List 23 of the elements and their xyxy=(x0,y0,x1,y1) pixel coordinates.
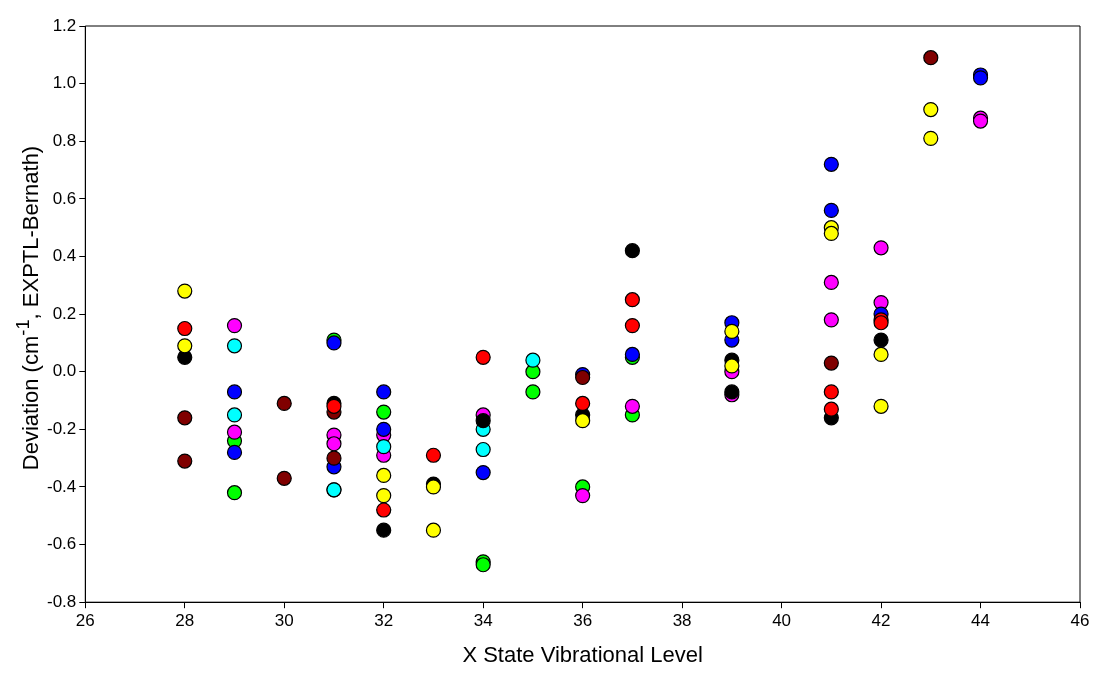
x-tick-label: 26 xyxy=(75,611,95,631)
y-tick-label: -0.2 xyxy=(47,419,77,439)
x-axis-title: X State Vibrational Level xyxy=(462,641,703,667)
x-tick-label: 30 xyxy=(274,611,294,631)
y-tick-label: -0.8 xyxy=(47,591,77,611)
y-tick-label: -0.6 xyxy=(47,534,77,554)
x-tick-label: 32 xyxy=(374,611,394,631)
x-tick-label: 40 xyxy=(772,611,792,631)
x-tick-label: 46 xyxy=(1070,611,1090,631)
x-tick-label: 42 xyxy=(871,611,891,631)
y-tick-label: 0.8 xyxy=(52,130,77,150)
y-tick-label: 0.4 xyxy=(52,246,77,266)
x-tick-label: 38 xyxy=(672,611,692,631)
x-tick-label: 28 xyxy=(175,611,195,631)
y-tick-label: 1.2 xyxy=(52,15,77,35)
x-tick-label: 44 xyxy=(971,611,990,631)
x-tick-label: 34 xyxy=(473,611,493,631)
x-tick-label: 36 xyxy=(573,611,593,631)
y-tick-label: 0.0 xyxy=(52,361,77,381)
y-tick-label: 0.2 xyxy=(52,303,77,323)
y-tick-label: 0.6 xyxy=(52,188,77,208)
y-tick-label: -0.4 xyxy=(47,476,77,496)
y-tick-label: 1.0 xyxy=(52,73,77,93)
